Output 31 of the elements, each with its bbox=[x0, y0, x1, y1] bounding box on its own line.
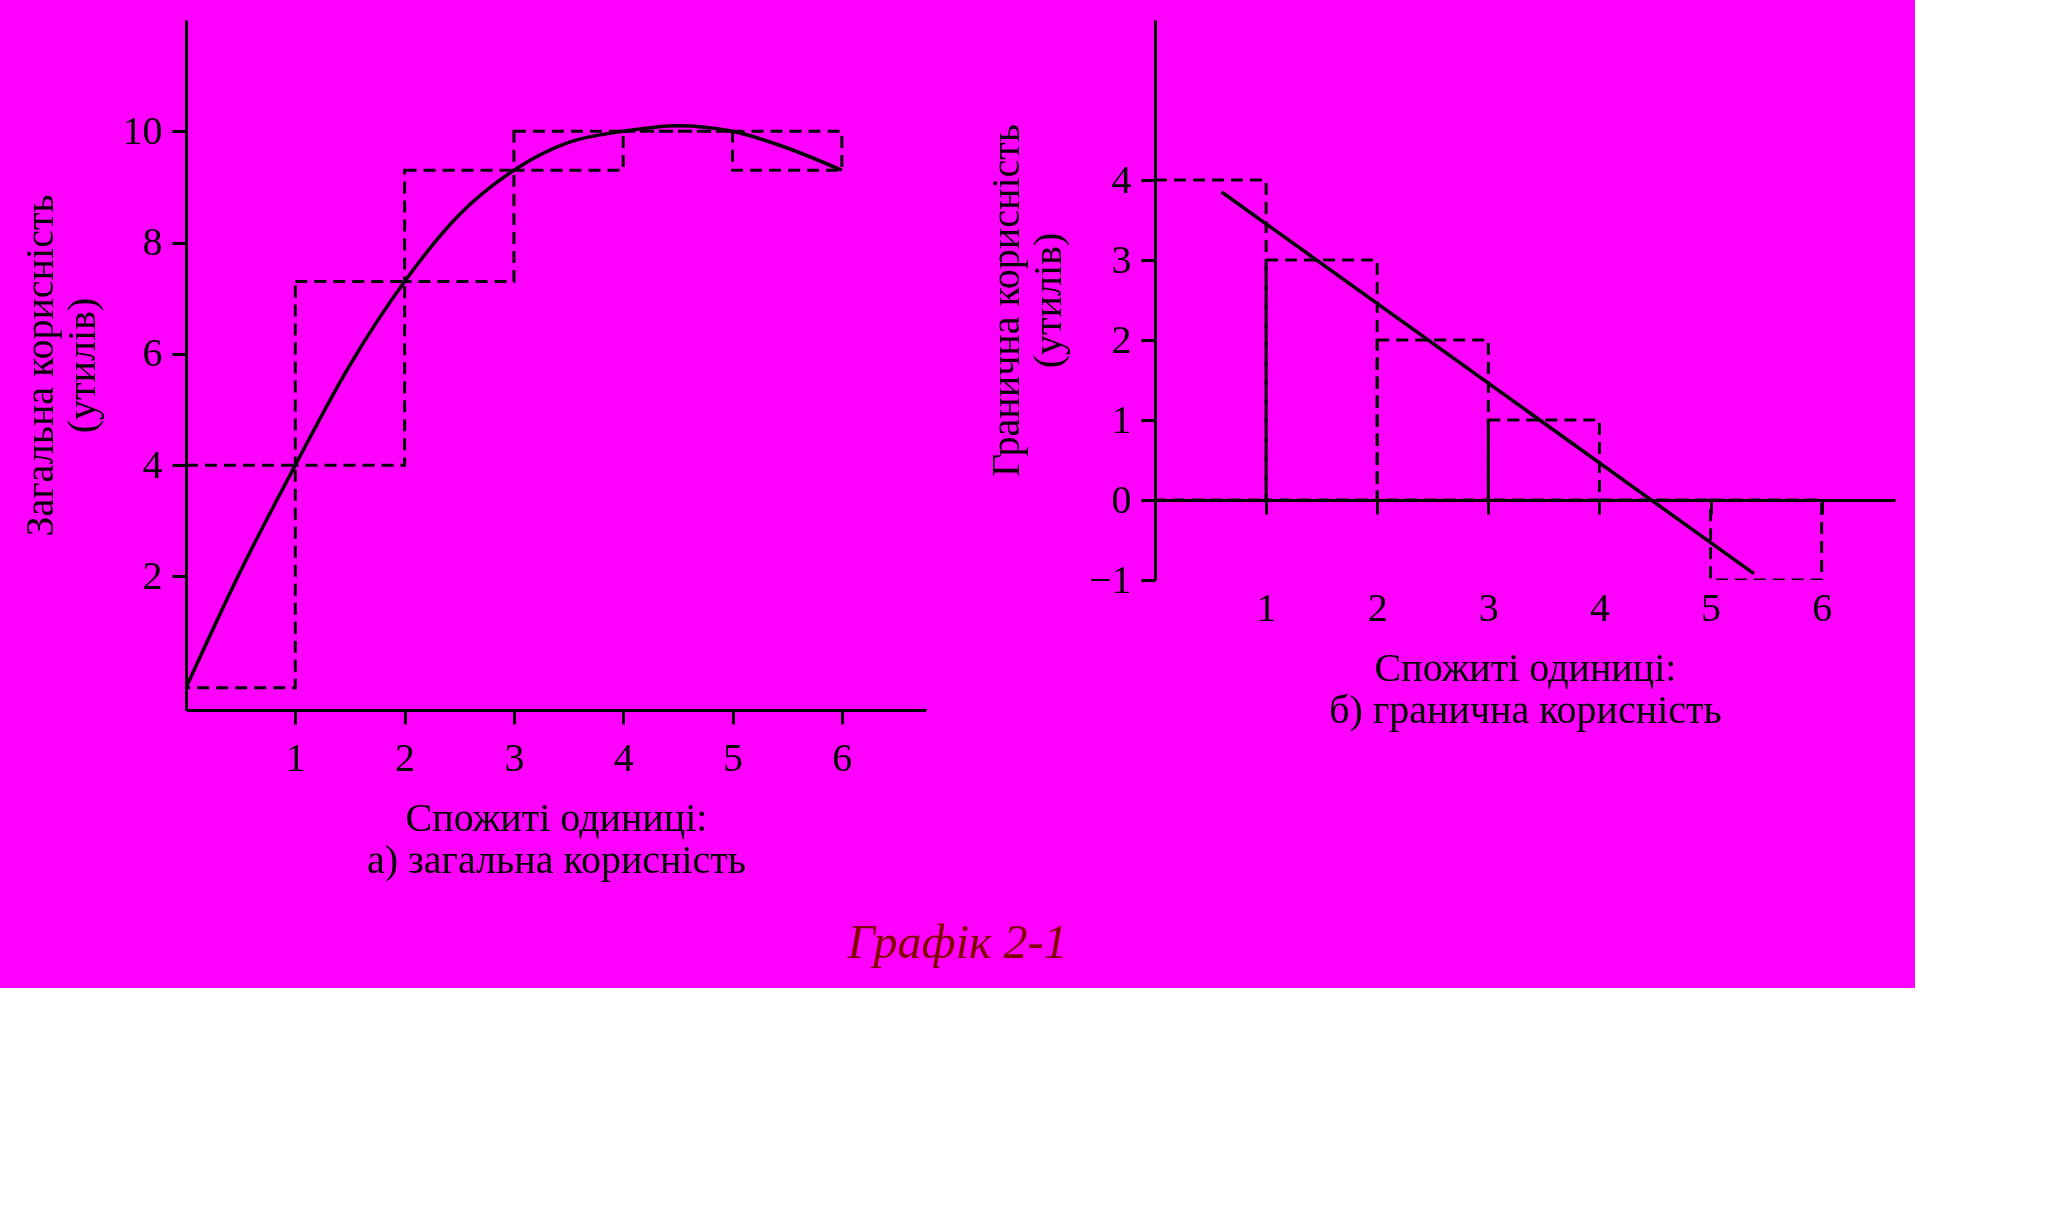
y-tick-label: 1 bbox=[1111, 396, 1132, 442]
y-tick-label: 4 bbox=[142, 441, 163, 487]
y-tick-label: −1 bbox=[1088, 556, 1132, 602]
y-tick-label: 2 bbox=[1111, 316, 1132, 362]
bar bbox=[512, 129, 625, 172]
x-tick-label: 3 bbox=[504, 734, 525, 780]
x-tick-label: 3 bbox=[1478, 584, 1499, 630]
x-tick-label: 5 bbox=[1701, 584, 1722, 630]
y-tick-label: 4 bbox=[1111, 156, 1132, 202]
y-tick-label: 8 bbox=[142, 219, 163, 265]
y-tick-label: 3 bbox=[1111, 236, 1132, 282]
x-axis-title: Спожиті одиниці: а) загальна корисність bbox=[366, 794, 747, 882]
bar bbox=[403, 168, 516, 284]
text: Графік 2-1 bbox=[846, 915, 1068, 968]
x-tick-label: 4 bbox=[1589, 584, 1610, 630]
y-axis-title: Гранична корисність (утилів) bbox=[982, 123, 1070, 478]
x-tick-label: 1 bbox=[1256, 584, 1277, 630]
bar bbox=[293, 280, 407, 467]
x-tick-label: 4 bbox=[613, 734, 634, 780]
y-tick-label: 2 bbox=[142, 552, 163, 598]
x-tick-label: 1 bbox=[285, 734, 306, 780]
x-tick-label: 2 bbox=[1367, 584, 1388, 630]
y-tick-label: 10 bbox=[122, 107, 163, 153]
y-tick-label: 0 bbox=[1111, 476, 1132, 522]
x-tick-label: 6 bbox=[1812, 584, 1833, 630]
y-axis-title: Загальна корисність (утилів) bbox=[16, 194, 104, 537]
x-tick-label: 2 bbox=[395, 734, 416, 780]
x-tick-label: 6 bbox=[832, 734, 853, 780]
y-tick-label: 6 bbox=[142, 330, 163, 376]
x-tick-label: 5 bbox=[723, 734, 744, 780]
x-axis-title: Спожиті одиниці: б) гранична корисність bbox=[1329, 644, 1722, 732]
